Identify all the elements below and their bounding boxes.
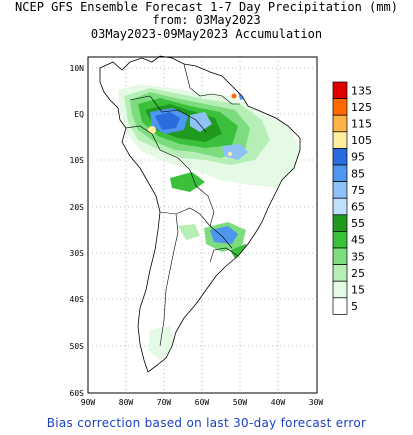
legend-label: 45 [351, 234, 365, 247]
lat-label: 50S [70, 342, 85, 351]
legend-swatch [332, 231, 348, 249]
legend-swatch [332, 297, 348, 315]
legend-swatch [332, 114, 348, 133]
legend-swatch [332, 264, 348, 282]
lon-label: 70W [157, 398, 172, 407]
legend-label: 55 [351, 217, 365, 230]
legend-swatch [332, 98, 348, 116]
lat-label: EQ [74, 110, 84, 119]
legend-swatch [332, 214, 348, 232]
country-borders [125, 63, 240, 347]
legend-label: 15 [351, 284, 365, 297]
lon-label: 40W [271, 398, 286, 407]
legend-swatch [332, 148, 348, 166]
legend-swatch [332, 197, 348, 216]
longitude-labels: 90W 80W 70W 60W 50W 40W 30W [81, 398, 324, 407]
legend-label: 105 [351, 134, 372, 147]
accumulation-period: 03May2023-09May2023 Accumulation [90, 27, 323, 41]
legend-swatch [332, 247, 348, 265]
map-title: NCEP GFS Ensemble Forecast 1-7 Day Preci… [15, 0, 398, 14]
legend-label: 5 [351, 300, 358, 313]
legend-swatch [332, 280, 348, 299]
legend-label: 95 [351, 151, 365, 164]
lon-label: 90W [81, 398, 96, 407]
lat-label: 10N [70, 64, 85, 73]
legend-label: 65 [351, 201, 365, 214]
legend-swatch [332, 181, 348, 199]
legend-label: 85 [351, 167, 365, 180]
lon-label: 50W [233, 398, 248, 407]
continent-outline [99, 55, 301, 373]
legend-swatch [332, 81, 348, 99]
lat-label: 40S [70, 295, 85, 304]
legend-label: 25 [351, 267, 365, 280]
forecast-start-date: from: 03May2023 [152, 13, 261, 27]
lon-label: 60W [195, 398, 210, 407]
bias-correction-note: Bias correction based on last 30-day for… [46, 416, 367, 430]
legend-label: 115 [351, 118, 372, 131]
lon-label: 30W [309, 398, 324, 407]
precipitation-field [118, 84, 300, 360]
latitude-labels: 10N EQ 10S 20S 30S 40S 50S 60S [70, 64, 85, 398]
lat-label: 10S [70, 156, 85, 165]
lat-label: 30S [70, 249, 85, 258]
legend-label: 125 [351, 101, 372, 114]
color-legend: 135 125 115 105 95 85 75 65 55 45 35 25 15 5 [332, 81, 372, 315]
legend-label: 35 [351, 250, 365, 263]
legend-swatch [332, 131, 348, 149]
legend-label: 135 [351, 84, 372, 97]
lon-label: 80W [119, 398, 134, 407]
legend-swatch [332, 164, 348, 182]
lat-label: 20S [70, 203, 85, 212]
legend-label: 75 [351, 184, 365, 197]
lat-label: 60S [70, 389, 85, 398]
